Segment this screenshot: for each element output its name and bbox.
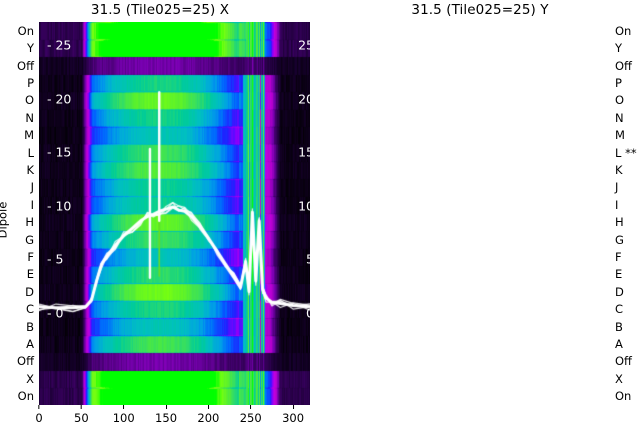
xtick-label: 150 — [155, 411, 178, 425]
xtick-mark — [292, 405, 294, 409]
dipole-tick-label: L ** — [615, 145, 637, 160]
dipole-tick-label: On — [615, 389, 632, 404]
dipole-tick-label: J — [30, 180, 34, 195]
xtick: 150 — [155, 405, 177, 425]
dipole-tick-label: I — [30, 197, 34, 212]
dipole-tick-label: A — [615, 337, 623, 352]
xtick: 250 — [240, 405, 262, 425]
heatmap-x-image — [39, 22, 310, 405]
dipole-tick-label: B — [26, 319, 34, 334]
dipole-tick-label: D — [25, 284, 34, 299]
dipole-tick-label: On — [17, 389, 34, 404]
dipole-tick-label: On — [17, 23, 34, 38]
panel-x-title: 31.5 (Tile025=25) X — [90, 2, 230, 18]
dipole-tick-label: B — [615, 319, 623, 334]
xtick-mark — [207, 405, 209, 409]
xtick: 50 — [74, 405, 89, 425]
xtick-mark — [80, 405, 82, 409]
dipole-tick-label: J — [615, 180, 619, 195]
dipole-tick-label: G — [25, 232, 34, 247]
xtick: 100 — [113, 405, 135, 425]
xtick-label: 100 — [112, 411, 135, 425]
panel-y-title: 31.5 (Tile025=25) Y — [411, 2, 549, 18]
dipole-tick-label: K — [26, 162, 34, 177]
dipole-tick-label: E — [615, 267, 623, 282]
dipole-tick-label: C — [25, 302, 34, 317]
xtick-mark — [165, 405, 167, 409]
xtick-label: 200 — [197, 411, 220, 425]
xtick-mark — [123, 405, 125, 409]
dipole-tick-label: Off — [17, 354, 34, 369]
xtick: 300 — [282, 405, 304, 425]
dipole-tick-label: N — [25, 110, 34, 125]
dipole-tick-label: Y — [615, 41, 623, 56]
dipole-tick-label: O — [615, 93, 625, 108]
dipole-tick-label: F — [615, 250, 622, 265]
xtick-label: 0 — [35, 411, 43, 425]
panel-y: 31.5 (Tile025=25) Y - 25- 20- 15- 10- 5-… — [320, 0, 640, 440]
dipole-tick-label: Off — [615, 354, 632, 369]
dipole-tick-label: O — [24, 93, 34, 108]
dipole-tick-label: I — [615, 197, 619, 212]
dipole-tick-label: X — [26, 371, 34, 386]
dipole-tick-label: P — [615, 75, 622, 90]
dipole-tick-label: G — [615, 232, 624, 247]
xtick: 200 — [197, 405, 219, 425]
dipole-tick-label: A — [26, 337, 34, 352]
heatmap-x-axes[interactable]: - 25- 20- 15- 10- 5- 0 2520151050 — [39, 22, 310, 405]
xtick: 0 — [35, 405, 43, 425]
dipole-tick-label: M — [615, 128, 625, 143]
dipole-tick-label: H — [615, 215, 624, 230]
dipole-ticks-left: On Y Off P O N M L K J I H G F E D C B A Off X On — [2, 22, 36, 405]
dipole-tick-label: X — [615, 371, 623, 386]
dipole-tick-label: M — [24, 128, 34, 143]
dipole-tick-label: Off — [615, 58, 632, 73]
xtick-mark — [38, 405, 40, 409]
xtick-label: 300 — [282, 411, 305, 425]
dipole-tick-label: P — [27, 75, 34, 90]
dipole-tick-label: Y — [26, 41, 34, 56]
dipole-tick-label: D — [615, 284, 624, 299]
dipole-tick-label: On — [615, 23, 632, 38]
dipole-tick-label: C — [615, 302, 624, 317]
dipole-tick-label: E — [26, 267, 34, 282]
dipole-tick-label: F — [27, 250, 34, 265]
dipole-tick-label: K — [615, 162, 623, 177]
xtick-label: 50 — [74, 411, 89, 425]
dipole-ticks-right: On Y Off P O N M L ** K J I H G F E D C B A Off X On — [612, 22, 640, 405]
dipole-tick-label: Off — [17, 58, 34, 73]
dipole-tick-label: N — [615, 110, 624, 125]
xaxis-x-panel: 0 50 100 150 200 250 300 — [35, 405, 310, 435]
xtick-label: 250 — [239, 411, 262, 425]
xtick-mark — [250, 405, 252, 409]
dipole-tick-label: H — [25, 215, 34, 230]
dipole-tick-label: L — [27, 145, 34, 160]
panel-x: 31.5 (Tile025=25) X - 25- 20- 15- 10- 5-… — [0, 2, 310, 435]
